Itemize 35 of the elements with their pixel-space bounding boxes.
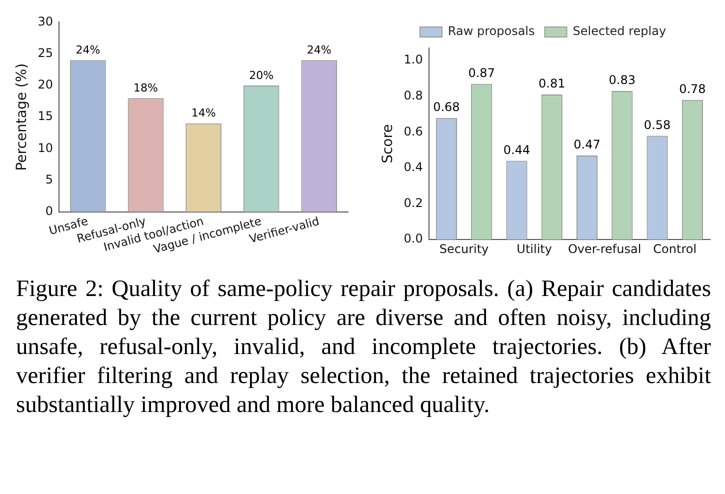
x-tick-label: Control <box>653 242 697 256</box>
y-tick-label: 0.0 <box>404 232 423 246</box>
y-tick-label: 15 <box>38 109 54 124</box>
caption: Figure 2: Quality of same-policy repair proposals. (a) Repair candidates generated by the current policy are diverse and often noisy, including unsafe, refusal-only, invalid, and incomplete trajectories. (b) After verifier filtering and replay selection, the retained trajectories exhibit substantially improved and more balanced quality. <box>16 275 711 420</box>
data-label: 24% <box>306 44 332 57</box>
data-label: 0.47 <box>574 138 600 152</box>
data-label: 24% <box>76 44 100 57</box>
y-tick-label: 30 <box>38 14 54 28</box>
x-tick-label: Security <box>439 242 489 256</box>
x-tick-label: Utility <box>516 242 552 256</box>
y-tick-label: 0.8 <box>404 88 423 102</box>
data-label: 0.81 <box>538 76 566 91</box>
data-label: 20% <box>249 68 274 82</box>
y-tick-label: 1.0 <box>404 52 423 67</box>
y-tick-label: 0 <box>45 204 54 218</box>
data-label: 0.58 <box>644 118 671 132</box>
y-tick-label: 0.4 <box>404 160 423 174</box>
y-axis-title: Score <box>380 124 396 164</box>
data-label: 14% <box>191 106 216 120</box>
data-label: 0.68 <box>433 100 460 114</box>
y-tick-label: 0.6 <box>404 124 423 138</box>
legend-label: Raw proposals <box>448 24 535 38</box>
y-tick-label: 20 <box>38 78 54 92</box>
data-label: 0.44 <box>503 142 530 157</box>
y-tick-label: 25 <box>38 46 54 60</box>
data-label: 18% <box>134 81 158 94</box>
y-axis-title: Percentage (%) <box>14 63 30 171</box>
y-tick-label: 5 <box>45 172 54 186</box>
legend-label: Selected replay <box>572 24 666 38</box>
x-tick-label: Over-refusal <box>568 242 642 256</box>
data-label: 0.83 <box>608 73 636 88</box>
data-label: 0.78 <box>679 82 706 96</box>
y-tick-label: 10 <box>38 140 54 155</box>
y-tick-label: 0.2 <box>404 196 423 210</box>
data-label: 0.87 <box>468 66 495 80</box>
